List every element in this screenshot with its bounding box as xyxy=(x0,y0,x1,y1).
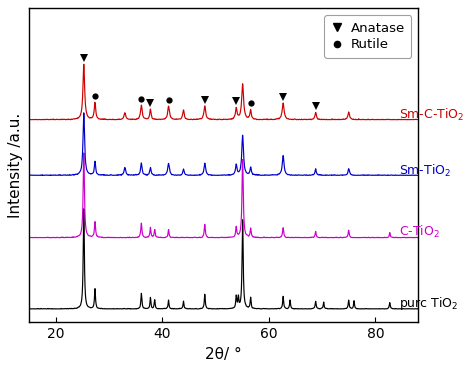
Text: Sm-TiO$_2$: Sm-TiO$_2$ xyxy=(399,163,451,179)
Text: Sm-C-TiO$_2$: Sm-C-TiO$_2$ xyxy=(399,107,465,123)
Y-axis label: Intensity /a.u.: Intensity /a.u. xyxy=(9,113,23,218)
Text: purc TiO$_2$: purc TiO$_2$ xyxy=(399,295,459,312)
Text: C-TiO$_2$: C-TiO$_2$ xyxy=(399,224,440,240)
X-axis label: 2θ/ °: 2θ/ ° xyxy=(205,347,242,361)
Legend: Anatase, Rutile: Anatase, Rutile xyxy=(324,15,411,58)
